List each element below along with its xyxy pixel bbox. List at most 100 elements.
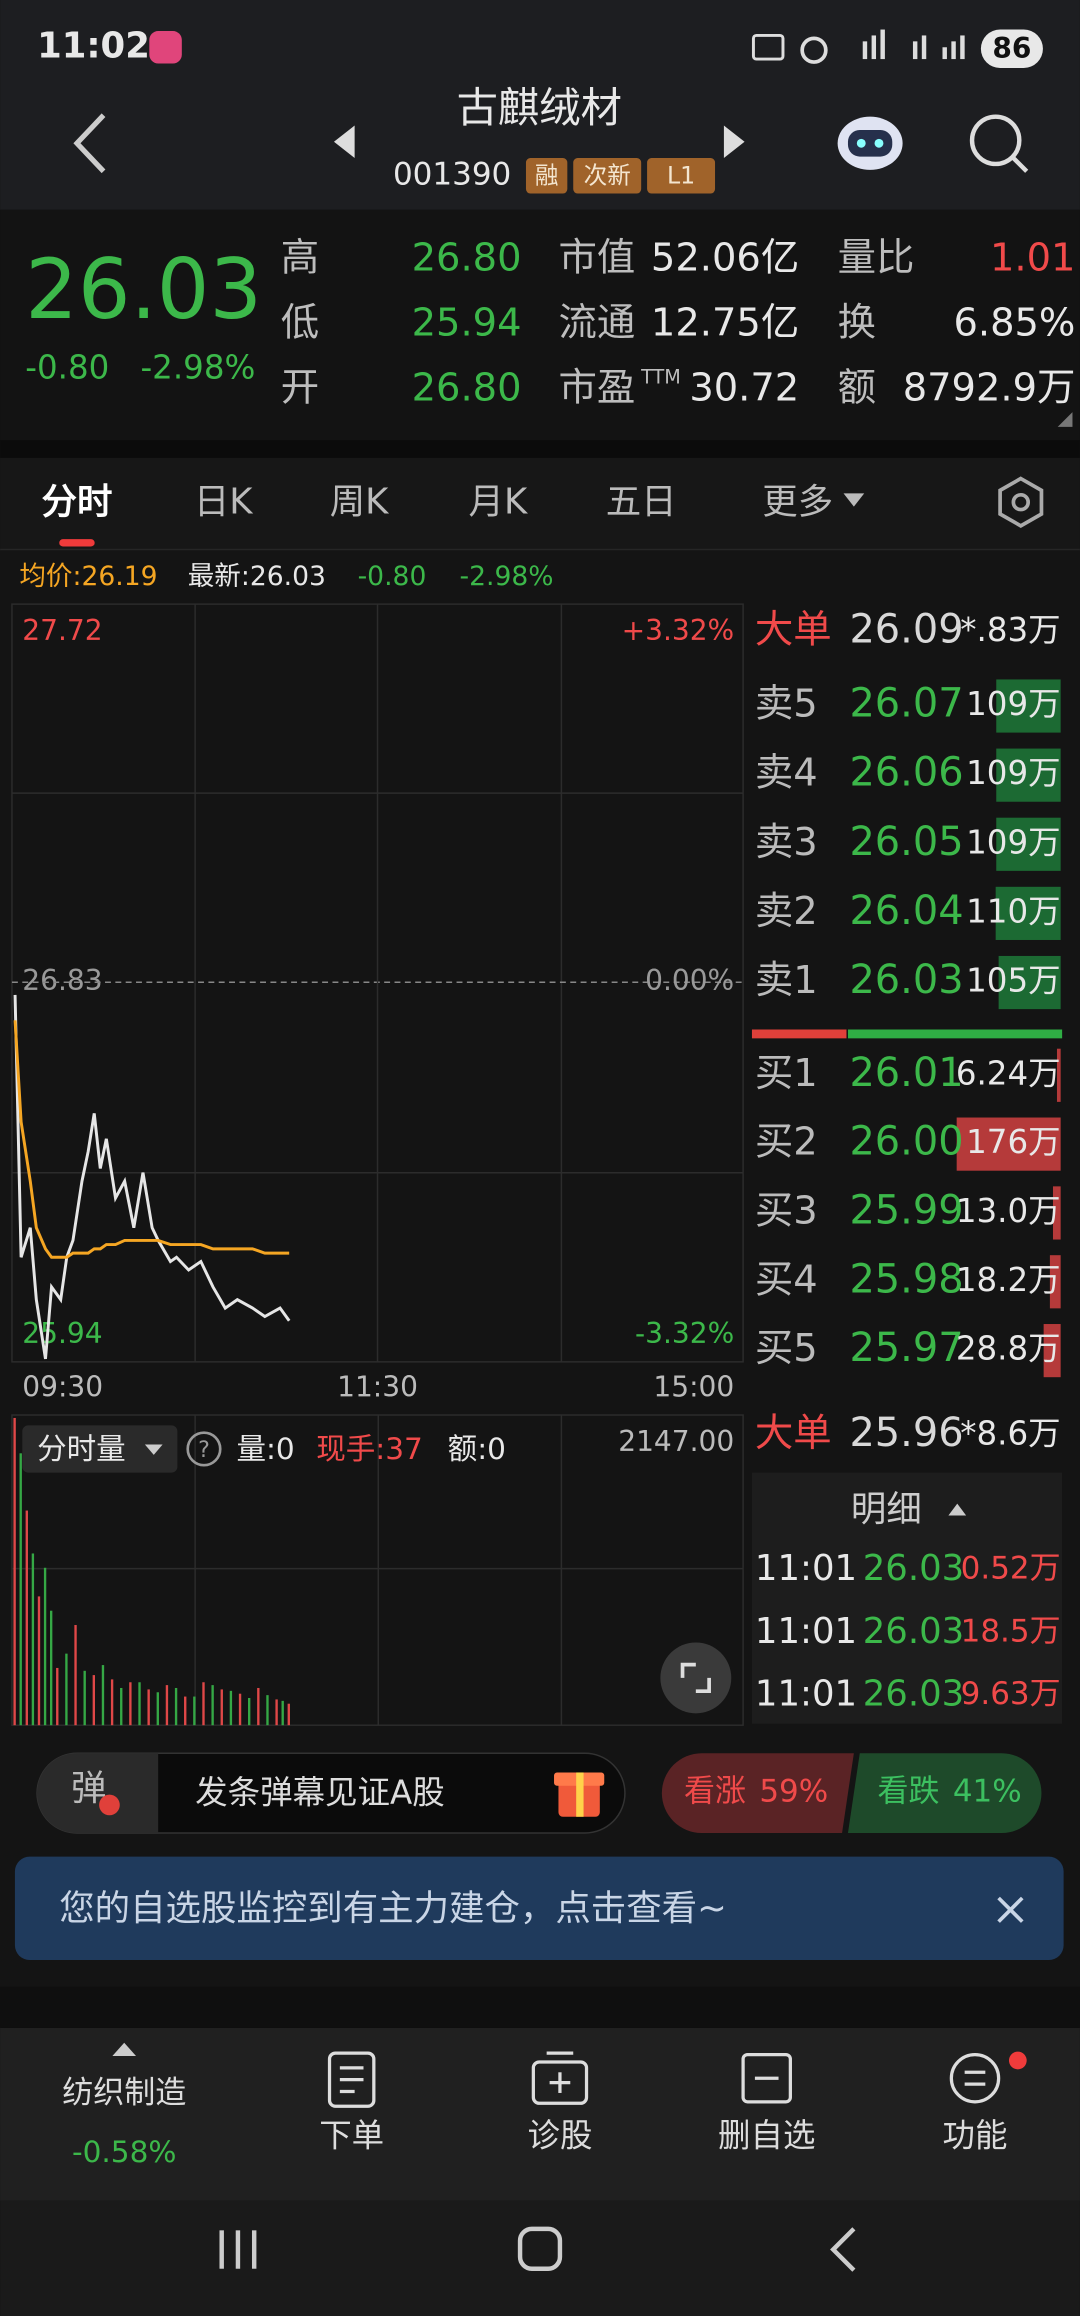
latest-price: 最新:26.03 [188,561,326,592]
order-price: 26.06 [849,750,963,796]
stock-tag: 次新 [584,162,631,190]
banner-text[interactable]: 您的自选股监控到有主力建仓，点击查看~ [59,1888,727,1929]
quote-value: 6.85% [953,300,1075,345]
battery [980,29,1043,68]
banner-close[interactable] [997,1896,1024,1923]
price-line [13,994,291,1360]
order-price: 25.98 [849,1256,963,1302]
order-label: 卖1 [755,958,818,1003]
order-label: 买2 [755,1120,818,1165]
back-button[interactable] [73,113,106,174]
stock-name: 古麒绒材 [457,84,622,132]
volume-bar [229,1690,233,1726]
order-price: 26.03 [849,957,963,1003]
next-stock[interactable] [723,125,745,159]
order-volume: 13.0万 [956,1192,1061,1230]
vote-up-label: 看涨 [684,1774,746,1810]
order-price: 26.00 [849,1119,963,1165]
stock-tag-bg [647,158,716,194]
settings-button[interactable] [998,476,1044,528]
volume-bar-bg [996,748,1061,802]
quote-value: 8792.9万 [903,365,1076,410]
tab[interactable]: 更多 [762,482,833,523]
gift-icon[interactable] [554,1772,605,1817]
x-tick-label: 15:00 [653,1370,734,1403]
prev-stock[interactable] [333,125,355,159]
nav-item[interactable]: 诊股 [527,2116,592,2154]
order-price: 26.09 [849,607,963,653]
detail-volume: 18.5万 [961,1613,1061,1649]
quote-value: 1.01 [990,235,1075,280]
separator [0,440,1080,458]
quote-value: 12.75亿 [651,300,799,345]
nav-icons [327,2051,1001,2108]
detail-price: 26.03 [863,1674,964,1715]
quote-label-sup: TTM [640,366,681,389]
quote-label: 量比 [838,235,915,280]
volume-selector-label[interactable]: 分时量 [37,1432,126,1466]
search-button[interactable] [969,114,1029,173]
vote-up[interactable] [661,1753,854,1834]
quote-label: 换 [838,300,876,345]
volume-bar [110,1679,114,1726]
volume-bar-bg [1049,1255,1061,1309]
expand-button[interactable] [660,1642,732,1714]
volume-bar [281,1700,284,1726]
volume-bar [74,1625,77,1726]
sector-name[interactable]: 纺织制造 [62,2075,186,2111]
volume-qty: 量:0 [236,1432,294,1466]
y2-tick-label: 0.00% [645,964,734,997]
danmaku-bar[interactable] [36,1752,626,1834]
help-icon[interactable] [186,1431,222,1467]
quote-value: 25.94 [412,300,522,345]
nav-item[interactable]: 下单 [319,2116,384,2154]
volume-bar [287,1703,290,1726]
info-change: -0.80 [358,561,427,592]
quote-label: 流通 [558,300,635,345]
tab[interactable]: 日K [194,482,253,523]
tab[interactable]: 周K [330,482,389,523]
nav-item[interactable]: 功能 [943,2116,1008,2154]
average-line [13,1020,290,1259]
ratio-bar-bid [751,1029,847,1039]
tabs-bg [0,457,1080,550]
tab[interactable]: 月K [469,482,528,523]
volume-bar [56,1667,59,1726]
info-change-pct: -2.98% [460,561,554,592]
battery-level: 86 [992,32,1031,65]
volume-selector[interactable] [22,1425,178,1473]
stock-tag-bg [525,158,568,194]
details-arrow [948,1503,967,1516]
volume-bar [238,1693,242,1726]
detail-volume: 9.63万 [961,1676,1061,1712]
order-volume: 105万 [966,962,1060,1000]
nav-item[interactable]: 删自选 [718,2116,815,2154]
stock-tag: 融 [535,162,559,190]
volume-bar [120,1687,123,1726]
danmaku-input[interactable]: 发条弹幕见证A股 [195,1774,445,1812]
order-volume: 109万 [966,754,1060,792]
tab[interactable]: 五日 [606,482,677,523]
app-icon [149,31,182,64]
vote-down[interactable] [847,1753,1042,1834]
volume-bar-bg [1056,1048,1061,1102]
order-label: 买4 [755,1257,818,1302]
tab[interactable]: 分时 [42,482,113,523]
detail-volume: 0.52万 [961,1551,1061,1587]
stock-tag-bg [573,158,642,194]
order-volume: 18.2万 [956,1261,1061,1299]
banner[interactable] [14,1856,1064,1961]
details-title[interactable]: 明细 [851,1489,922,1530]
volume-hand: 现手:37 [316,1432,423,1466]
volume-bar [248,1697,251,1726]
volume-bar [101,1665,105,1726]
danmaku-badge [99,1794,120,1816]
assistant-icon[interactable] [837,116,903,170]
volume-amount: 额:0 [448,1432,506,1466]
volume-bar [202,1682,205,1726]
order-label: 买5 [755,1326,818,1371]
volume-bar [65,1653,68,1726]
volume-bar [138,1682,141,1726]
change-pct: -2.98% [140,348,255,386]
